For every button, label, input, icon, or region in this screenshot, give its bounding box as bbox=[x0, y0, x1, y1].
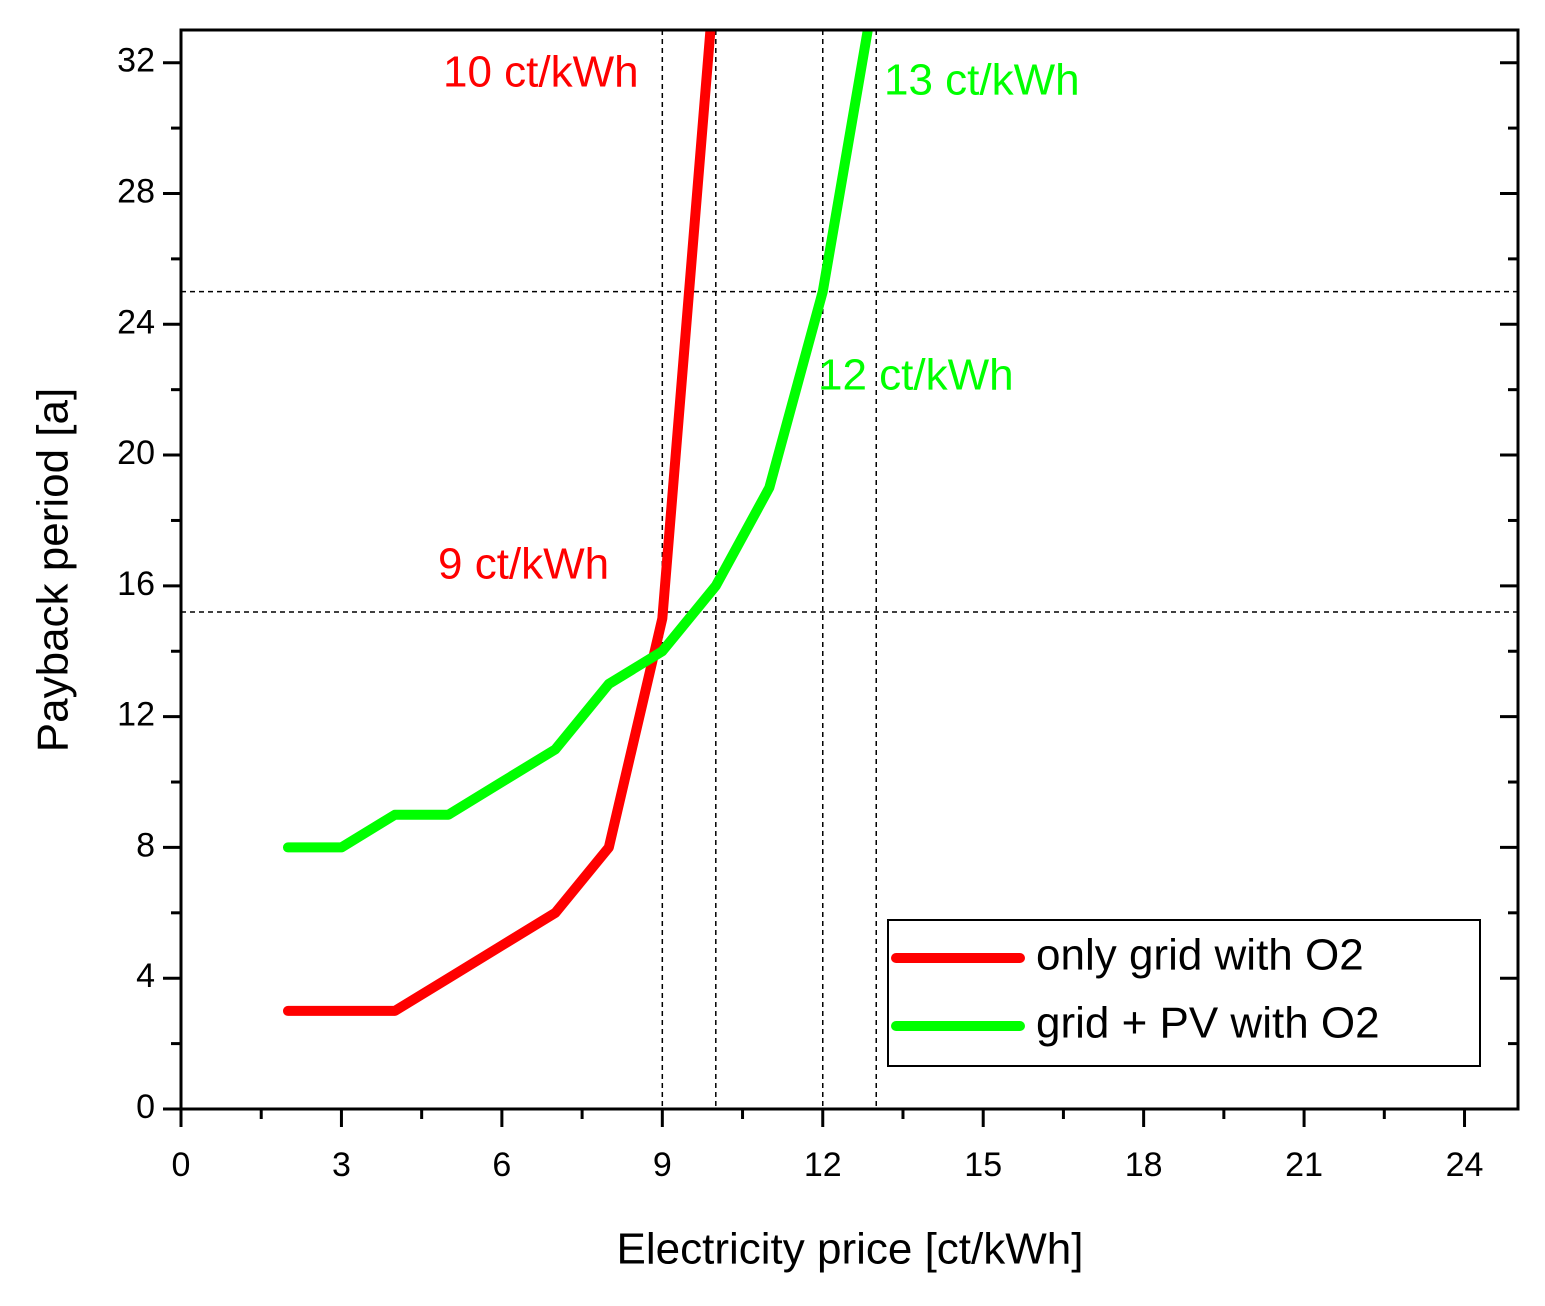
legend-label: grid + PV with O2 bbox=[1036, 999, 1380, 1048]
plot-frame bbox=[179, 28, 1520, 1111]
y-tick-label: 28 bbox=[117, 172, 155, 210]
x-tick-label: 24 bbox=[1446, 1146, 1484, 1184]
y-tick-label: 12 bbox=[117, 696, 155, 734]
x-tick-label: 6 bbox=[492, 1146, 511, 1184]
y-axis-label: Payback period [a] bbox=[29, 388, 78, 752]
annotation: 12 ct/kWh bbox=[818, 351, 1014, 400]
x-tick-label: 21 bbox=[1285, 1146, 1323, 1184]
x-tick-label: 9 bbox=[653, 1146, 672, 1184]
x-tick-label: 12 bbox=[804, 1146, 842, 1184]
y-tick-label: 0 bbox=[136, 1088, 155, 1126]
annotation: 10 ct/kWh bbox=[443, 48, 639, 97]
x-axis-label: Electricity price [ct/kWh] bbox=[617, 1225, 1084, 1274]
y-tick-label: 16 bbox=[117, 565, 155, 603]
plot-area bbox=[282, 30, 873, 1016]
series-line bbox=[282, 30, 873, 853]
legend-box bbox=[887, 919, 1481, 1067]
annotation: 13 ct/kWh bbox=[884, 56, 1080, 105]
annotation: 9 ct/kWh bbox=[438, 540, 609, 589]
y-tick-label: 8 bbox=[136, 826, 155, 864]
legend-label: only grid with O2 bbox=[1036, 931, 1364, 980]
x-tick-label: 15 bbox=[964, 1146, 1002, 1184]
x-tick-label: 3 bbox=[332, 1146, 351, 1184]
y-tick-label: 24 bbox=[117, 303, 155, 341]
y-tick-label: 4 bbox=[136, 957, 155, 995]
y-tick-label: 32 bbox=[117, 42, 155, 80]
y-tick-label: 20 bbox=[117, 434, 155, 472]
x-tick-label: 0 bbox=[172, 1146, 191, 1184]
series-line bbox=[282, 30, 716, 1016]
x-tick-label: 18 bbox=[1125, 1146, 1163, 1184]
